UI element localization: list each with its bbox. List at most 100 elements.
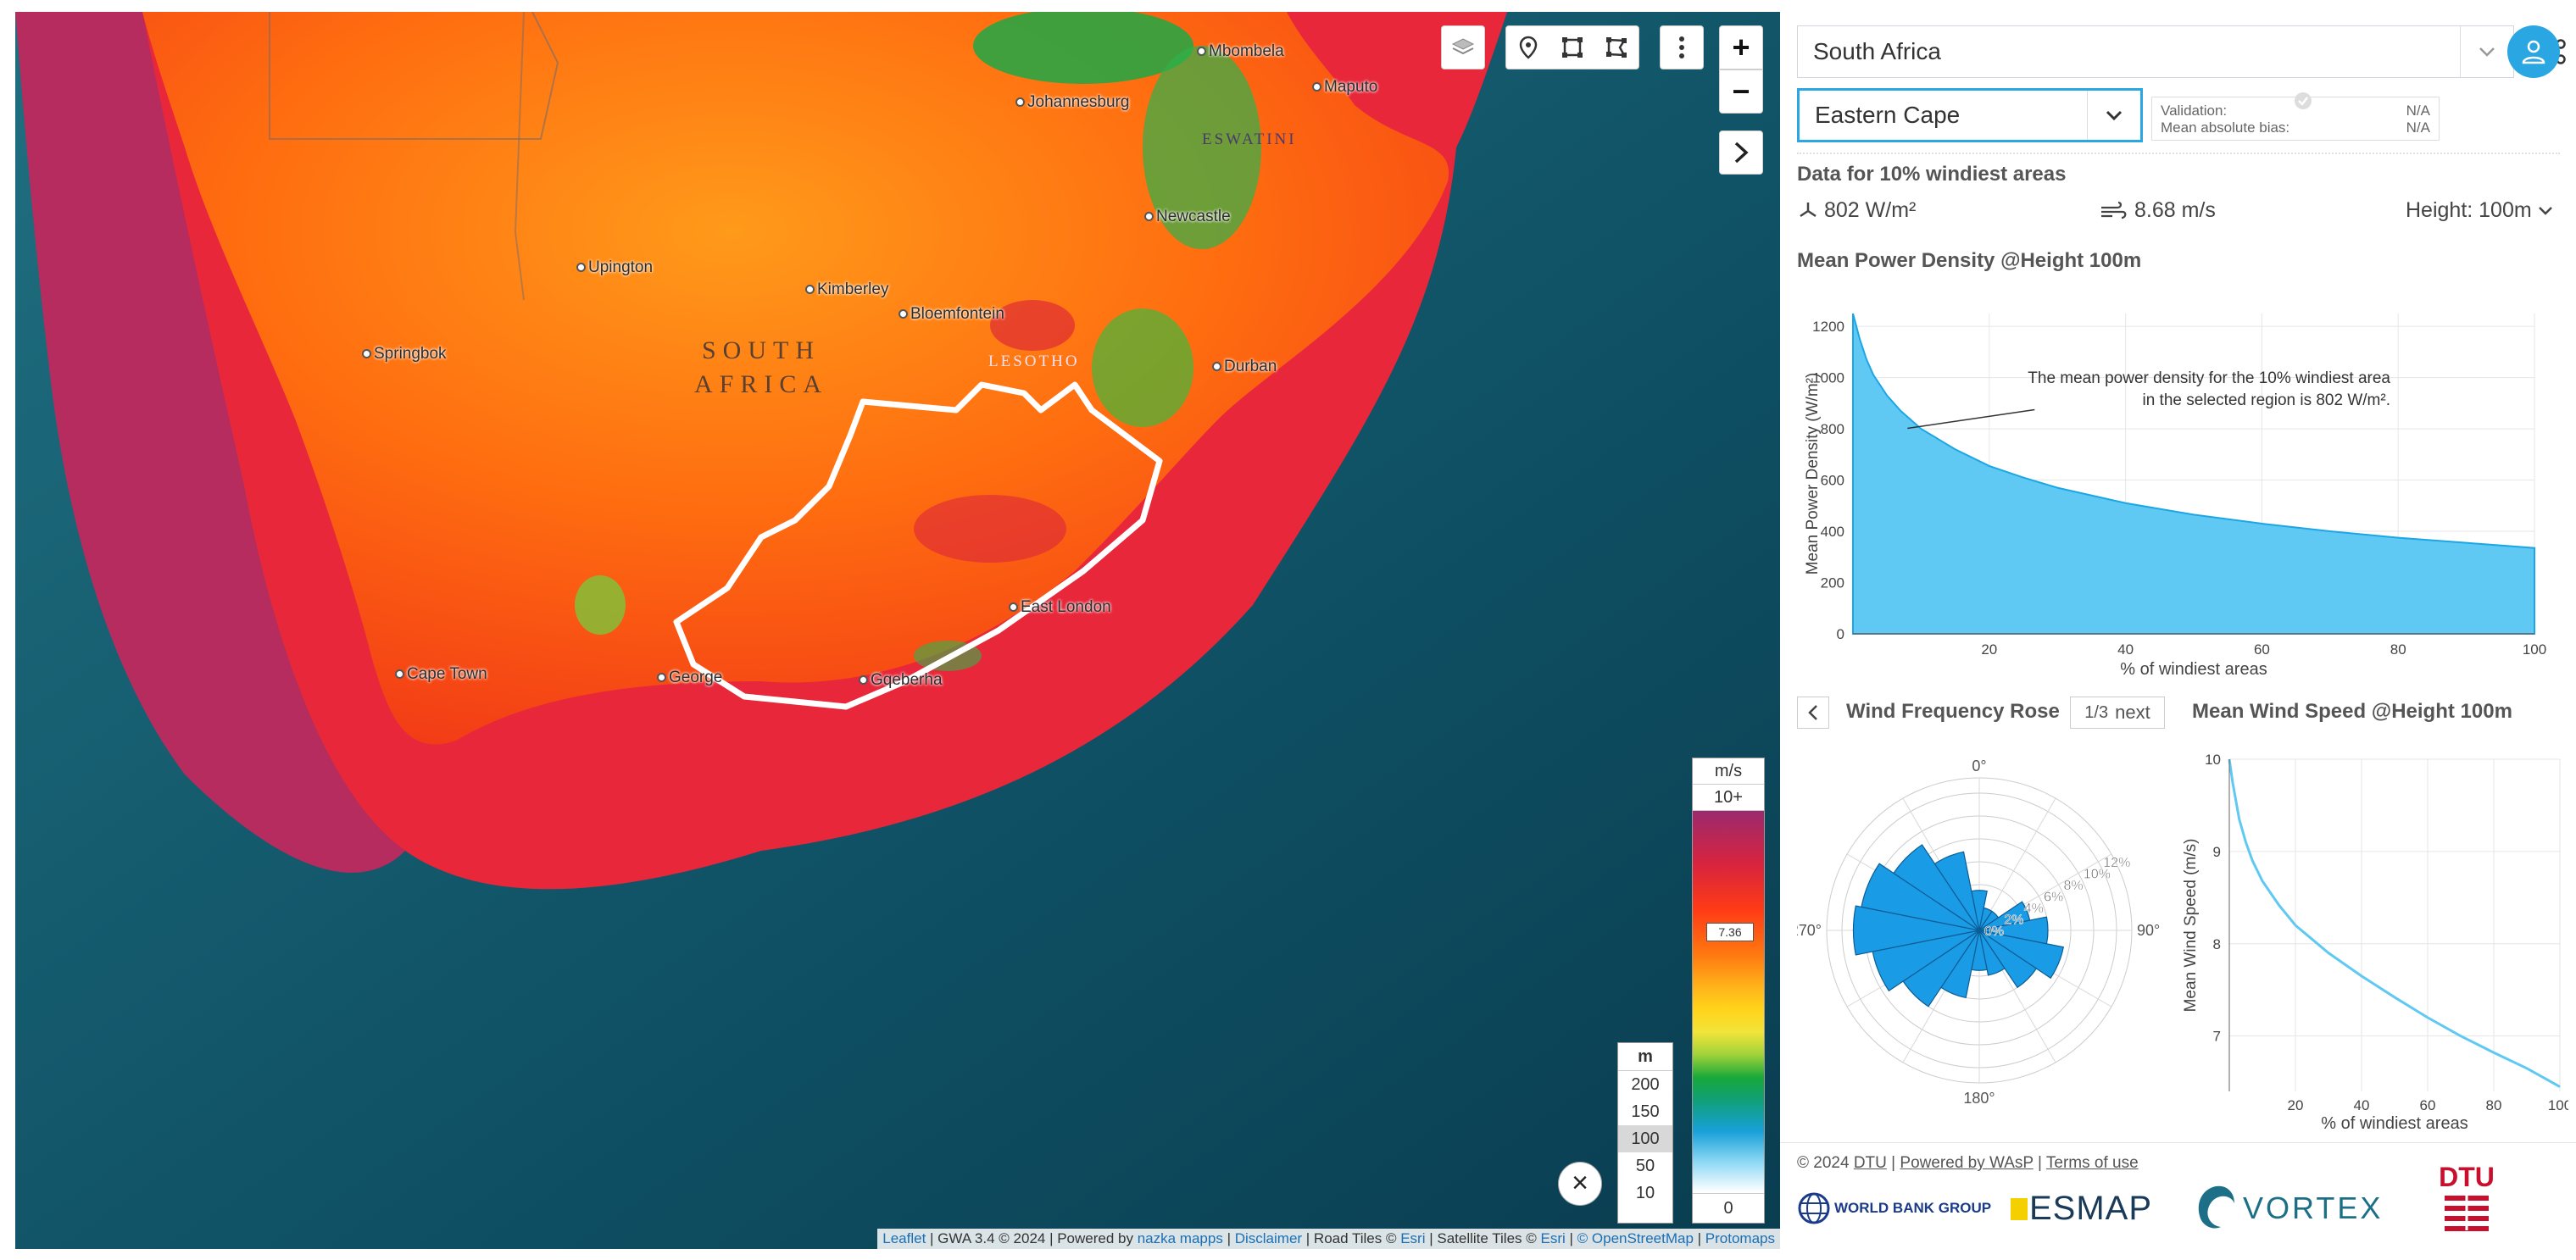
protomaps-link[interactable]: Protomaps — [1705, 1230, 1775, 1246]
rose-prev-button[interactable] — [1797, 697, 1829, 729]
y-tick-label: 0 — [1837, 626, 1844, 642]
country-label: SOUTH AFRICA — [668, 334, 854, 402]
y-tick-label: 1200 — [1812, 319, 1844, 335]
layers-button[interactable] — [1441, 25, 1485, 69]
city-marker — [899, 309, 908, 319]
speed-legend: m/s 10+ 7.36 0 — [1692, 758, 1765, 1224]
dtu-logo[interactable]: DTU — [2433, 1163, 2501, 1239]
rose-direction-label: 270° — [1797, 922, 1822, 939]
wasp-link[interactable]: Powered by WAsP — [1900, 1154, 2034, 1172]
footer-separator: | — [2033, 1154, 2046, 1172]
x-tick-label: 80 — [2390, 641, 2406, 658]
attribution-separator: | — [1222, 1230, 1235, 1246]
chevron-down-icon — [2538, 206, 2552, 215]
x-tick-label: 60 — [2254, 641, 2270, 658]
side-panel: South Africa Eastern Cape Validation: N/… — [1780, 0, 2576, 1260]
speed-legend-gradient — [1693, 811, 1764, 1192]
leaflet-link[interactable]: Leaflet — [882, 1230, 926, 1246]
terms-link[interactable]: Terms of use — [2045, 1154, 2139, 1172]
layers-icon — [1451, 38, 1475, 55]
y-axis-label: Mean Power Density (W/m²) — [1804, 373, 1822, 575]
esmap-logo[interactable]: ESMAP — [2011, 1190, 2152, 1228]
city-name: East London — [1021, 598, 1111, 616]
collapse-panel-button[interactable] — [1719, 130, 1763, 175]
close-legend-button[interactable]: × — [1558, 1162, 1602, 1206]
more-options-button[interactable] — [1660, 25, 1704, 69]
dtu-waves-icon — [2445, 1193, 2489, 1231]
map-attribution: Leaflet | GWA 3.4 © 2024 | Powered by na… — [877, 1229, 1780, 1249]
rectangle-draw-icon[interactable] — [1561, 36, 1584, 59]
polygon-draw-icon[interactable] — [1605, 36, 1628, 59]
city-name: Upington — [588, 258, 654, 276]
city-label: Bloemfontein — [899, 305, 1004, 324]
city-marker — [657, 673, 666, 683]
rose-next-link[interactable]: next — [2115, 702, 2150, 723]
country-select-arrow[interactable] — [2460, 26, 2513, 77]
chevron-left-icon — [1808, 705, 1817, 720]
y-tick-label: 600 — [1821, 473, 1844, 489]
vortex-logo[interactable]: VORTEX — [2192, 1183, 2383, 1234]
pin-icon[interactable] — [1516, 35, 1540, 60]
city-label: Springbok — [362, 345, 447, 364]
height-option-150[interactable]: 150 — [1631, 1102, 1660, 1121]
city-marker — [1197, 47, 1206, 57]
rose-sector — [1978, 930, 2006, 976]
country-select[interactable]: South Africa — [1797, 25, 2514, 78]
region-select-arrow[interactable] — [2087, 91, 2140, 140]
copyright-text: © 2024 — [1797, 1154, 1854, 1172]
power-density-area — [1852, 313, 2535, 635]
turbine-icon — [1800, 202, 1817, 217]
city-marker — [395, 669, 404, 680]
zoom-in-button[interactable]: + — [1719, 25, 1763, 69]
city-name: Cape Town — [407, 665, 487, 683]
city-name: Newcastle — [1156, 208, 1231, 225]
dtu-link[interactable]: DTU — [1853, 1154, 1887, 1172]
dtu-text: DTU — [2439, 1162, 2495, 1192]
power-stat: 802 W/m² — [1797, 198, 1916, 223]
y-tick-label: 10 — [2205, 752, 2221, 768]
height-legend-unit: m — [1618, 1043, 1672, 1071]
chevron-down-icon — [2479, 47, 2495, 57]
nazka-link[interactable]: nazka mapps — [1137, 1230, 1223, 1246]
height-select[interactable]: Height: 100m — [2406, 198, 2554, 223]
globe-icon — [1798, 1192, 1830, 1224]
city-name: Kimberley — [817, 280, 889, 298]
chevron-down-icon — [2106, 110, 2123, 121]
wind-map[interactable]: Mbombela Johannesburg Maputo Newcastle U… — [15, 12, 1780, 1249]
wind-speed-icon — [2101, 201, 2127, 219]
wind-rose-chart: 0%2%4%6%8%10%12% 0° 90° 180° 270° — [1797, 758, 2160, 1107]
disclaimer-link[interactable]: Disclaimer — [1234, 1230, 1303, 1246]
region-select[interactable]: Eastern Cape — [1797, 88, 2143, 142]
height-option-100[interactable]: 100 — [1618, 1125, 1672, 1152]
worldbank-logo[interactable]: WORLD BANK GROUP — [1797, 1191, 1991, 1225]
city-marker — [576, 263, 586, 273]
check-circle-icon — [2295, 92, 2312, 109]
height-legend: m 200 150 100 50 10 — [1617, 1042, 1673, 1224]
city-marker — [859, 675, 868, 686]
y-tick-label: 1000 — [1812, 370, 1844, 386]
city-name: Bloemfontein — [910, 305, 1004, 323]
rose-pager[interactable]: 1/3 next — [2070, 697, 2165, 729]
mean-wind-speed-chart: 7 8 9 10 20 40 60 80 100 % of windiest areas Mean … — [2182, 752, 2568, 1133]
city-name: Johannesburg — [1027, 93, 1130, 111]
data-header: Data for 10% windiest areas — [1797, 163, 2067, 186]
speed-chart-title: Mean Wind Speed @Height 100m — [2192, 700, 2512, 723]
zoom-out-label: − — [1732, 74, 1750, 108]
rose-title: Wind Frequency Rose — [1846, 700, 2060, 723]
esri-link[interactable]: Esri — [1540, 1230, 1566, 1246]
divider — [1780, 1142, 2576, 1143]
rose-sector — [1893, 844, 1980, 931]
esmap-text: ESMAP — [2029, 1190, 2153, 1227]
height-option-10[interactable]: 10 — [1635, 1184, 1655, 1202]
divider — [1797, 153, 2560, 154]
openstreetmap-link[interactable]: © OpenStreetMap — [1577, 1230, 1694, 1246]
x-tick-label: 40 — [2117, 641, 2134, 658]
esri-link[interactable]: Esri — [1400, 1230, 1426, 1246]
y-tick-label: 800 — [1821, 421, 1844, 437]
account-button[interactable] — [2507, 25, 2560, 78]
rose-radial-label: 2% — [2004, 913, 2023, 928]
height-option-50[interactable]: 50 — [1635, 1157, 1655, 1175]
zoom-out-button[interactable]: − — [1719, 69, 1763, 114]
region-select-value: Eastern Cape — [1815, 102, 1961, 128]
height-option-200[interactable]: 200 — [1631, 1075, 1660, 1094]
